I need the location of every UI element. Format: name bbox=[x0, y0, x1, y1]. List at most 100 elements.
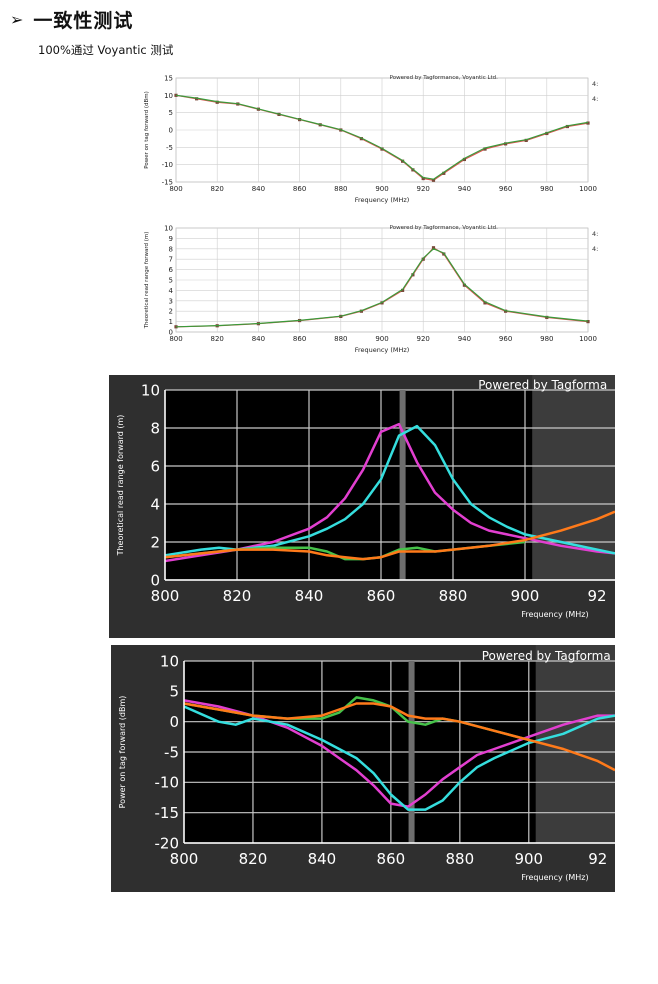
y-tick-label: 1 bbox=[169, 318, 173, 326]
x-tick-label: 800 bbox=[170, 850, 199, 868]
y-tick-label: 5 bbox=[169, 109, 173, 117]
y-tick-label: 8 bbox=[169, 245, 173, 253]
data-point bbox=[462, 157, 466, 162]
y-tick-label: -10 bbox=[162, 161, 173, 169]
data-point bbox=[504, 142, 508, 146]
data-point bbox=[545, 131, 549, 136]
x-tick-label: 860 bbox=[377, 850, 406, 868]
x-axis-title: Frequency (MHz) bbox=[355, 346, 410, 354]
series-line bbox=[183, 705, 615, 811]
y-tick-label: 2 bbox=[169, 308, 173, 316]
power-on-tag-chart-dark: 800 820 840 860 880 900 92 -20 -15 -10 -5 0 5 10 Frequ… bbox=[111, 645, 615, 892]
y-tick-label: 4 bbox=[169, 287, 174, 295]
x-axis-title: Frequency (MHz) bbox=[521, 873, 588, 882]
data-point bbox=[586, 121, 590, 125]
data-point bbox=[462, 283, 466, 287]
series-line bbox=[183, 699, 615, 808]
x-tick-label: 900 bbox=[375, 335, 388, 343]
x-tick-label: 880 bbox=[439, 587, 468, 605]
series-line bbox=[164, 510, 615, 561]
y-tick-label: 0 bbox=[169, 126, 173, 134]
legend-right-label: 4: bbox=[592, 245, 598, 253]
x-tick-label: 820 bbox=[211, 185, 224, 193]
data-point bbox=[483, 147, 487, 151]
y-tick-label: -15 bbox=[155, 804, 180, 822]
legend-right-label: 4: bbox=[592, 80, 598, 88]
y-tick-label: 9 bbox=[169, 235, 173, 243]
y-tick-label: 10 bbox=[164, 92, 173, 100]
x-tick-label: 980 bbox=[540, 185, 553, 193]
x-tick-label: 92 bbox=[587, 587, 606, 605]
section-heading: ➢ 一致性测试 bbox=[10, 6, 133, 33]
section-subtitle: 100%通过 Voyantic 测试 bbox=[38, 43, 174, 57]
x-axis-title: Frequency (MHz) bbox=[355, 196, 410, 204]
x-tick-label: 900 bbox=[511, 587, 540, 605]
x-tick-label: 920 bbox=[417, 335, 430, 343]
x-tick-label: 980 bbox=[540, 335, 553, 343]
y-tick-label: 10 bbox=[160, 652, 179, 670]
x-tick-label: 840 bbox=[308, 850, 337, 868]
power-on-tag-chart-light: 800 820 840 860 880 900 920 940 960 980 1000 -15 -10… bbox=[140, 72, 610, 212]
x-tick-label: 800 bbox=[169, 335, 182, 343]
y-tick-label: 10 bbox=[141, 381, 160, 399]
y-tick-label: 7 bbox=[169, 256, 173, 264]
y-axis-title: Power on tag forward (dBm) bbox=[144, 91, 150, 169]
x-tick-label: 880 bbox=[334, 185, 347, 193]
y-tick-label: 8 bbox=[150, 419, 160, 437]
y-axis-title: Theoretical read range forward (m) bbox=[116, 415, 125, 557]
y-tick-label: 0 bbox=[169, 328, 173, 336]
y-tick-label: 6 bbox=[150, 457, 160, 475]
x-tick-label: 860 bbox=[293, 185, 306, 193]
y-tick-label: -5 bbox=[166, 144, 173, 152]
y-tick-label: 15 bbox=[164, 74, 173, 82]
arrow-bullet-icon: ➢ bbox=[10, 10, 24, 29]
y-tick-label: 0 bbox=[150, 571, 160, 589]
y-tick-label: 5 bbox=[169, 683, 179, 701]
x-tick-label: 1000 bbox=[579, 335, 597, 343]
y-tick-label: -10 bbox=[155, 774, 180, 792]
data-point bbox=[524, 138, 528, 142]
x-tick-label: 840 bbox=[252, 185, 265, 193]
data-point bbox=[442, 171, 446, 175]
x-tick-label: 820 bbox=[223, 587, 252, 605]
x-axis-title: Frequency (MHz) bbox=[521, 610, 588, 619]
x-tick-label: 960 bbox=[499, 185, 512, 193]
frequency-marker bbox=[399, 390, 406, 580]
legend-right-label: 4: bbox=[592, 230, 598, 238]
x-tick-label: 920 bbox=[417, 185, 430, 193]
data-point bbox=[421, 176, 425, 181]
y-tick-label: 4 bbox=[150, 495, 160, 513]
read-range-chart-light: 800 820 840 860 880 900 920 940 960 980 1000 0 1 2 3 4 5… bbox=[140, 220, 610, 360]
powered-by-label: Powered by Tagforma bbox=[482, 649, 611, 663]
y-tick-label: -5 bbox=[164, 743, 179, 761]
data-point bbox=[483, 301, 487, 305]
y-tick-label: 6 bbox=[169, 266, 174, 274]
x-tick-label: 1000 bbox=[579, 185, 597, 193]
x-tick-label: 960 bbox=[499, 335, 512, 343]
y-tick-label: 3 bbox=[169, 297, 173, 305]
powered-by-label: Powered by Tagforma bbox=[478, 378, 607, 392]
frequency-marker bbox=[408, 661, 415, 843]
series-line bbox=[183, 702, 615, 772]
series-line bbox=[164, 422, 615, 563]
y-axis-title: Theoretical read range forward (m) bbox=[144, 232, 150, 330]
shaded-region bbox=[532, 375, 615, 580]
y-tick-label: 5 bbox=[169, 276, 173, 284]
x-tick-label: 92 bbox=[588, 850, 607, 868]
data-point bbox=[431, 246, 436, 250]
x-tick-label: 940 bbox=[458, 185, 471, 193]
series-line bbox=[175, 248, 589, 328]
x-tick-label: 800 bbox=[169, 185, 182, 193]
y-tick-label: -20 bbox=[155, 834, 180, 852]
powered-by-label: Powered by Tagformance, Voyantic Ltd. bbox=[390, 225, 499, 231]
x-tick-label: 900 bbox=[375, 185, 388, 193]
y-tick-label: -15 bbox=[162, 178, 173, 186]
x-tick-label: 820 bbox=[239, 850, 268, 868]
series-line bbox=[175, 94, 589, 180]
x-tick-label: 860 bbox=[293, 335, 306, 343]
x-tick-label: 800 bbox=[151, 587, 180, 605]
x-tick-label: 880 bbox=[446, 850, 475, 868]
data-point bbox=[401, 288, 405, 292]
section-title: 一致性测试 bbox=[33, 10, 134, 32]
